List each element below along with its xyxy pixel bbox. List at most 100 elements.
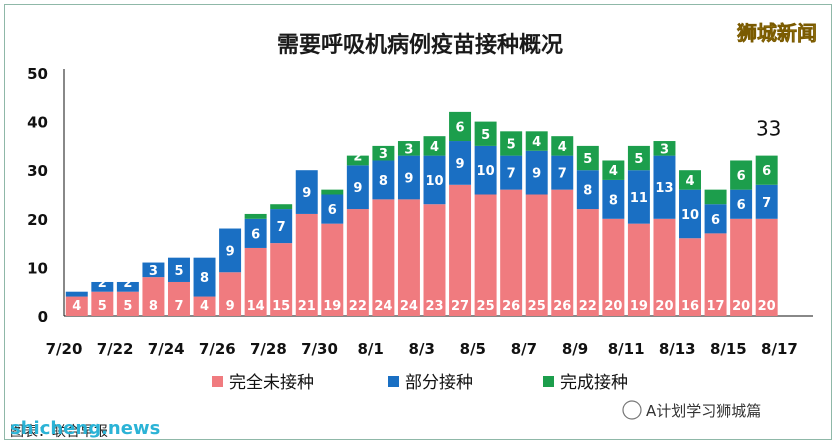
- bar-value-label: 5: [634, 152, 643, 167]
- bar-value-label: 4: [558, 140, 567, 155]
- bar-segment: [167, 281, 190, 316]
- bar-segment: [449, 111, 472, 142]
- bar-value-label: 26: [502, 299, 520, 314]
- bar-value-label: 11: [630, 191, 648, 206]
- bar-value-label: 19: [630, 299, 648, 314]
- legend-swatch: [388, 376, 399, 387]
- x-tick-label: 8/7: [511, 340, 537, 358]
- site-watermark: shicheng.news: [10, 418, 160, 439]
- bar-value-label: 23: [425, 299, 443, 314]
- bar-value-label: 22: [349, 299, 367, 314]
- bar-segment: [219, 228, 242, 273]
- bar-segment: [755, 218, 778, 316]
- bar-value-label: 6: [737, 169, 746, 184]
- bar-segment: [500, 189, 523, 316]
- bar-value-label: 3: [149, 264, 158, 279]
- bar-segment: [372, 145, 395, 161]
- bar-segment: [346, 165, 369, 210]
- bar-segment: [474, 145, 497, 195]
- y-tick-label: 50: [27, 65, 48, 83]
- x-tick-label: 8/13: [659, 340, 696, 358]
- bar-value-label: 6: [711, 213, 720, 228]
- bar-value-label: 20: [604, 299, 622, 314]
- bar-segment: [627, 145, 650, 171]
- bar-value-label: 9: [302, 186, 311, 201]
- bar-value-label: 6: [251, 227, 260, 242]
- bar-segment: [704, 233, 727, 316]
- bar-value-label: 15: [272, 299, 290, 314]
- bar-segment: [704, 204, 727, 234]
- bar-segment: [627, 170, 650, 224]
- bar-value-label: 20: [655, 299, 673, 314]
- bar-segment: [397, 155, 420, 200]
- chart-frame: [4, 4, 832, 440]
- bar-segment: [423, 204, 446, 316]
- bar-segment: [321, 223, 344, 316]
- bar-value-label: 9: [226, 244, 235, 259]
- bar-segment: [602, 160, 625, 180]
- bar-segment: [474, 194, 497, 316]
- bar-value-label: 9: [456, 157, 465, 172]
- x-tick-label: 7/24: [148, 340, 185, 358]
- bar-segment: [755, 184, 778, 219]
- bar-segment: [653, 218, 676, 316]
- bar-value-label: 6: [456, 120, 465, 135]
- x-tick-label: 7/20: [46, 340, 83, 358]
- legend-item: 部分接种: [388, 373, 473, 393]
- bar-value-label: 14: [247, 299, 265, 314]
- bar-segment: [679, 170, 702, 190]
- bar-segment: [244, 218, 267, 248]
- bar-segment: [576, 145, 599, 171]
- bar-value-label: 16: [681, 299, 699, 314]
- bar-value-label: 20: [732, 299, 750, 314]
- bar-segment: [653, 155, 676, 219]
- legend-swatch: [212, 376, 223, 387]
- bar-value-label: 4: [200, 299, 209, 314]
- bar-segment: [704, 189, 727, 205]
- wechat-account-text: A计划学习狮城篇: [646, 402, 761, 420]
- bar-segment: [397, 199, 420, 316]
- bar-value-label: 26: [553, 299, 571, 314]
- bar-value-label: 25: [477, 299, 495, 314]
- bar-segment: [576, 170, 599, 210]
- legend-label: 完全未接种: [229, 373, 314, 393]
- bar-value-label: 10: [681, 208, 699, 223]
- bar-value-label: 27: [451, 299, 469, 314]
- y-tick-label: 20: [27, 211, 48, 229]
- bar-segment: [219, 272, 242, 316]
- bar-segment: [525, 131, 548, 151]
- x-tick-label: 7/28: [250, 340, 287, 358]
- bar-segment: [679, 238, 702, 316]
- bar-value-label: 2: [353, 149, 362, 164]
- bar-value-label: 13: [655, 181, 673, 196]
- bar-value-label: 8: [149, 299, 158, 314]
- bar-value-label: 21: [298, 299, 316, 314]
- wechat-icon: [622, 400, 642, 420]
- bar-segment: [270, 243, 293, 316]
- bar-value-label: 2: [123, 276, 132, 291]
- chart-legend: 完全未接种 部分接种 完成接种: [212, 373, 628, 393]
- legend-label: 部分接种: [405, 373, 473, 393]
- bar-segment: [525, 194, 548, 316]
- legend-swatch: [543, 376, 554, 387]
- bar-segment: [65, 291, 88, 297]
- bar-value-label: 8: [583, 184, 592, 199]
- bar-value-label: 24: [374, 299, 392, 314]
- bar-value-label: 8: [379, 174, 388, 189]
- bar-value-label: 9: [226, 299, 235, 314]
- bar-value-label: 10: [425, 174, 443, 189]
- x-tick-label: 8/15: [710, 340, 747, 358]
- bar-value-label: 6: [328, 203, 337, 218]
- bar-segment: [346, 209, 369, 316]
- bar-value-label: 25: [528, 299, 546, 314]
- plot-area: 0 10 20 30 40 50 7/20 7/22 7/24 7/26 7/28 7/30 8/1 8/…: [27, 65, 813, 358]
- bar-value-label: 7: [507, 167, 516, 182]
- bar-segment: [270, 209, 293, 244]
- bar-segment: [321, 194, 344, 224]
- bar-value-label: 6: [737, 198, 746, 213]
- bar-segment: [193, 257, 216, 297]
- bar-value-label: 4: [430, 140, 439, 155]
- bar-value-label: 9: [404, 171, 413, 186]
